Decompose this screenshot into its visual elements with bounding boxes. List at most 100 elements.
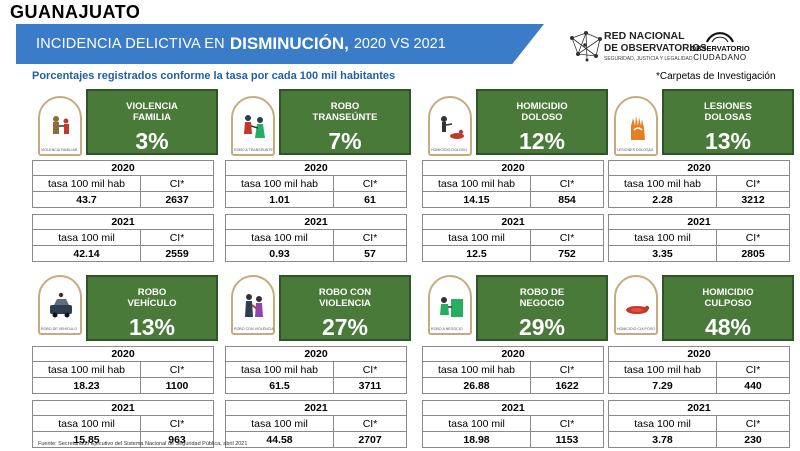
rate-value: 42.14 xyxy=(33,246,141,261)
crime-icon-frame: HOMICIDIO DOLOSO xyxy=(428,96,472,156)
crime-label: HOMICIDIO DOLOSO xyxy=(516,101,568,123)
crime-label: ROBO CON VIOLENCIA xyxy=(318,287,372,309)
table-row: 2021 xyxy=(225,400,407,416)
rate-value: 15.85 xyxy=(33,432,141,447)
table-row: tasa 100 mil hab CI* xyxy=(225,176,407,192)
crime-label: HOMICIDIO CULPOSO xyxy=(702,287,754,309)
table-row: 44.58 2707 xyxy=(225,432,407,448)
table-row: tasa 100 mil hab CI* xyxy=(32,176,214,192)
ci-value: 57 xyxy=(364,247,376,260)
rate-header: tasa 100 mil hab xyxy=(33,176,141,191)
crime-icon-frame: LESIONES DOLOSAS xyxy=(614,96,658,156)
rate-value: 26.88 xyxy=(423,378,531,393)
table-row: tasa 100 mil CI* xyxy=(422,416,604,432)
crime-stats-table: 2020 tasa 100 mil hab CI* 7.29 440 2021 tasa 1… xyxy=(608,346,790,448)
table-row: 2021 xyxy=(32,400,214,416)
banner-main: DISMINUCIÓN, xyxy=(229,34,349,53)
ci-header: CI* xyxy=(745,363,761,376)
rate-header: tasa 100 mil hab xyxy=(226,176,334,191)
ci-header: CI* xyxy=(362,363,378,376)
ci-header: CI* xyxy=(559,231,575,244)
year-cell: 2020 xyxy=(304,348,328,360)
ci-value: 2805 xyxy=(741,247,765,260)
year-cell: 2021 xyxy=(304,402,328,414)
rate-header: tasa 100 mil xyxy=(609,416,717,431)
ci-header: CI* xyxy=(362,417,378,430)
ci-value: 3212 xyxy=(741,193,765,206)
crime-percent: 13% xyxy=(128,314,176,340)
table-row: 18.23 1100 xyxy=(32,378,214,394)
year-cell: 2021 xyxy=(111,402,135,414)
rate-value: 44.58 xyxy=(226,432,334,447)
observatorio-line1: OBSERVATORIO xyxy=(690,44,750,53)
table-row: 0.93 57 xyxy=(225,246,407,262)
table-row: 2020 xyxy=(422,160,604,176)
table-row: 14.15 854 xyxy=(422,192,604,208)
crime-stats-table: 2020 tasa 100 mil hab CI* 26.88 1622 2021 tasa… xyxy=(422,346,604,448)
ci-value: 2637 xyxy=(165,193,189,206)
table-row: 2020 xyxy=(225,160,407,176)
table-row: 2021 xyxy=(422,214,604,230)
table-row: 2021 xyxy=(608,400,790,416)
table-row: tasa 100 mil CI* xyxy=(225,230,407,246)
crime-summary-panel: HOMICIDIO DOLOSO 12% xyxy=(476,89,608,155)
ci-header: CI* xyxy=(169,177,185,190)
table-row: tasa 100 mil CI* xyxy=(608,230,790,246)
crime-icon-frame: HOMICIDIO CULPOSO xyxy=(614,275,658,335)
year-cell: 2021 xyxy=(687,402,711,414)
red-logo-line1: RED NACIONAL xyxy=(604,30,685,42)
culpable-homicide-icon xyxy=(626,305,650,314)
crime-summary-panel: ROBO CON VIOLENCIA 27% xyxy=(279,275,411,341)
rate-value: 18.98 xyxy=(423,432,531,447)
rate-value: 18.23 xyxy=(33,378,141,393)
crime-icon-frame: ROBO A NEGOCIO xyxy=(428,275,472,335)
subtitle: Porcentajes registrados conforme la tasa… xyxy=(32,70,396,82)
rate-header: tasa 100 mil hab xyxy=(423,176,531,191)
violent-robbery-icon xyxy=(245,294,263,317)
table-row: 2020 xyxy=(32,160,214,176)
table-row: 12.5 752 xyxy=(422,246,604,262)
table-row: tasa 100 mil hab CI* xyxy=(608,176,790,192)
ci-header: CI* xyxy=(559,417,575,430)
crime-summary-panel: ROBO DE NEGOCIO 29% xyxy=(476,275,608,341)
homicide-icon xyxy=(441,116,464,139)
crime-stats-table: 2020 tasa 100 mil hab CI* 18.23 1100 2021 tasa… xyxy=(32,346,214,448)
icon-caption: HOMICIDIO CULPOSO xyxy=(617,327,655,331)
crime-icon-frame: ROBO CON VIOLENCIA xyxy=(231,275,275,335)
icon-caption: ROBO DE VEHÍCULO xyxy=(41,327,77,331)
crime-label: ROBO VEHÍCULO xyxy=(127,287,177,309)
ci-header: CI* xyxy=(169,363,185,376)
table-row: tasa 100 mil CI* xyxy=(422,230,604,246)
car-theft-icon xyxy=(50,292,72,318)
year-cell: 2020 xyxy=(111,348,135,360)
crime-label: ROBO TRANSEÚNTE xyxy=(312,101,378,123)
crime-summary-panel: HOMICIDIO CULPOSO 48% xyxy=(662,275,794,341)
icon-caption: ROBO CON VIOLENCIA xyxy=(234,327,274,331)
banner-suffix: 2020 VS 2021 xyxy=(353,36,446,52)
observatorio-arc-icon xyxy=(705,32,735,43)
rate-header: tasa 100 mil xyxy=(33,230,141,245)
table-row: tasa 100 mil CI* xyxy=(608,416,790,432)
ci-value: 61 xyxy=(364,193,376,206)
rate-header: tasa 100 mil xyxy=(423,230,531,245)
rate-value: 14.15 xyxy=(423,192,531,207)
table-row: 1.01 61 xyxy=(225,192,407,208)
red-logo-tagline: SEGURIDAD, JUSTICIA Y LEGALIDAD xyxy=(604,56,693,62)
rate-header: tasa 100 mil xyxy=(33,416,141,431)
table-row: 2.28 3212 xyxy=(608,192,790,208)
table-row: 2021 xyxy=(608,214,790,230)
crime-percent: 12% xyxy=(518,128,566,154)
crime-summary-panel: ROBO VEHÍCULO 13% xyxy=(86,275,218,341)
table-row: 2021 xyxy=(422,400,604,416)
table-row: 2020 xyxy=(225,346,407,362)
ci-value: 230 xyxy=(744,433,762,446)
ci-value: 1100 xyxy=(165,379,189,392)
network-globe-icon xyxy=(570,31,602,62)
year-cell: 2021 xyxy=(111,216,135,228)
red-nacional-logo: RED NACIONAL DE OBSERVATORIOS SEGURIDAD,… xyxy=(568,28,707,64)
rate-value: 0.93 xyxy=(226,246,334,261)
table-row: 3.35 2805 xyxy=(608,246,790,262)
crime-percent: 13% xyxy=(704,128,752,154)
table-row: 18.98 1153 xyxy=(422,432,604,448)
icon-caption: ROBO A TRANSEÚNTE xyxy=(234,148,273,152)
